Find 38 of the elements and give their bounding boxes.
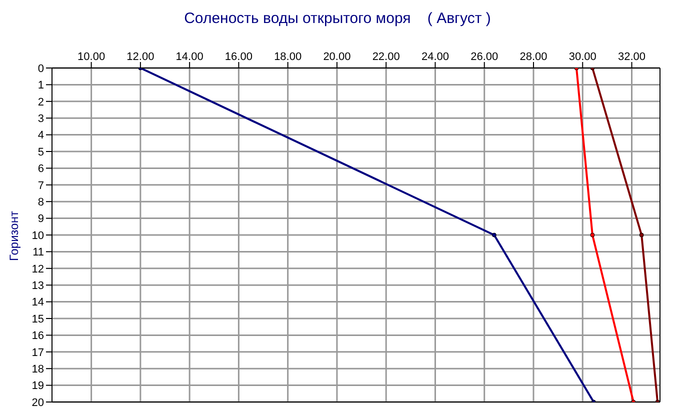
y-tick-label: 6 bbox=[38, 163, 44, 176]
y-tick-label: 7 bbox=[38, 180, 44, 192]
y-axis-title: Горизонт bbox=[7, 211, 21, 261]
point bbox=[639, 232, 644, 238]
y-tick-label: 19 bbox=[32, 380, 44, 392]
y-tick-label: 1 bbox=[38, 80, 44, 92]
x-tick-label: 16.00 bbox=[224, 51, 252, 63]
x-tick-label: 28.00 bbox=[520, 51, 548, 63]
point bbox=[590, 232, 595, 238]
y-tick-label: 18 bbox=[32, 364, 44, 376]
x-tick-label: 14.00 bbox=[176, 51, 204, 63]
x-tick-label: 18.00 bbox=[274, 51, 302, 63]
y-tick-label: 2 bbox=[38, 96, 44, 108]
y-tick-label: 8 bbox=[38, 196, 44, 209]
x-tick-label: 26.00 bbox=[470, 51, 498, 63]
x-tick-label: 22.00 bbox=[372, 51, 400, 63]
y-tick-label: 10 bbox=[32, 230, 44, 242]
y-tick-label: 14 bbox=[32, 296, 44, 309]
x-tick-label: 12.00 bbox=[126, 51, 154, 63]
x-tick-label: 20.00 bbox=[323, 51, 351, 63]
x-tick-label: 10.00 bbox=[78, 51, 106, 63]
y-tick-label: 4 bbox=[38, 130, 44, 142]
point bbox=[492, 232, 496, 238]
y-tick-label: 13 bbox=[32, 280, 44, 292]
y-tick-label: 9 bbox=[38, 213, 44, 226]
x-tick-label: 32.00 bbox=[618, 51, 646, 63]
y-tick-label: 20 bbox=[32, 396, 44, 409]
x-tick-label: 24.00 bbox=[421, 51, 449, 63]
y-tick-label: 3 bbox=[38, 113, 44, 126]
y-tick-label: 15 bbox=[32, 313, 44, 326]
y-tick-label: 17 bbox=[32, 346, 44, 359]
y-tick-label: 16 bbox=[32, 330, 44, 342]
y-tick-label: 11 bbox=[32, 246, 44, 259]
y-tick-label: 0 bbox=[38, 62, 44, 75]
y-tick-label: 5 bbox=[38, 146, 44, 158]
chart-title: Соленость воды открытого моря ( Август ) bbox=[183, 10, 492, 27]
y-tick-label: 12 bbox=[32, 263, 44, 276]
x-tick-label: 30.00 bbox=[568, 51, 596, 63]
